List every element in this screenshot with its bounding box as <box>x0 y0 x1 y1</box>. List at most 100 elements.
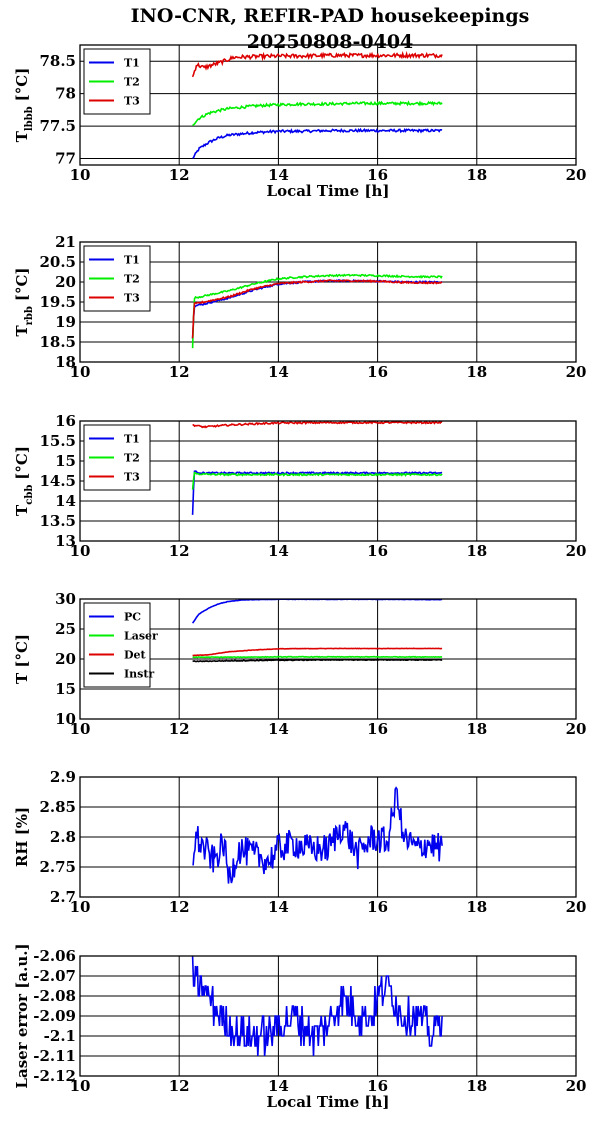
x-tick-label: 14 <box>268 542 289 560</box>
y-tick-label: 78.5 <box>39 52 76 70</box>
y-tick-label: 15 <box>55 680 76 698</box>
legend-label: PC <box>124 611 141 624</box>
y-axis-label-main: T <box>13 130 31 142</box>
legend-label: T3 <box>124 471 140 484</box>
y-axis-label-subscript: cbb <box>24 485 35 505</box>
x-tick-label: 10 <box>70 898 91 916</box>
y-tick-label: 15.5 <box>39 432 76 450</box>
plot-frame <box>79 241 577 363</box>
y-tick-label: 30 <box>55 590 76 608</box>
x-tick-label: 16 <box>367 898 388 916</box>
x-tick-label: 12 <box>169 363 190 381</box>
x-tick-label: 16 <box>367 363 388 381</box>
y-tick-label: 13.5 <box>39 512 76 530</box>
y-axis-label-main: RH [%] <box>13 807 31 867</box>
series-line-instr <box>192 658 443 663</box>
x-tick-label: 18 <box>466 542 487 560</box>
y-tick-label: -2.07 <box>33 967 76 985</box>
y-tick-label: 20 <box>55 273 76 291</box>
y-tick-label: 2.8 <box>50 828 76 846</box>
x-tick-label: 20 <box>566 720 587 738</box>
y-tick-label: 2.75 <box>39 858 76 876</box>
y-axis-label-main: T [°C] <box>13 634 31 684</box>
series-line-t3 <box>191 278 443 339</box>
x-tick-label: 12 <box>169 1077 190 1095</box>
x-tick-label: 14 <box>268 720 289 738</box>
legend-label: T1 <box>124 254 140 267</box>
y-tick-label: -2.11 <box>33 1047 76 1065</box>
y-tick-label: 77.5 <box>39 117 76 135</box>
legend: T1 T2 T3 <box>83 48 151 115</box>
chart-panel-4: 10 12 14 16 18 20 10 15 20 25 30 T [°C] PC Laser Det In… <box>13 590 586 738</box>
plot-frame <box>79 955 577 1077</box>
chart-panel-3: 10 12 14 16 18 20 13 13.5 14 14.5 15 15.5 16 Tcbb [°C]… <box>13 412 586 560</box>
y-axis-label-unit: [°C] <box>13 446 31 480</box>
y-tick-label: 20 <box>55 650 76 668</box>
y-axis-label: Tcbb [°C] <box>13 446 35 516</box>
chart-panel-2: 10 12 14 16 18 20 18 18.5 19 19.5 20 20.5 21 Trbb [°C]… <box>13 233 586 381</box>
x-tick-label: 12 <box>169 720 190 738</box>
x-tick-label: 18 <box>466 166 487 184</box>
legend: T1 T2 T3 <box>83 245 151 312</box>
x-tick-label: 16 <box>367 720 388 738</box>
x-axis-label: Local Time [h] <box>267 1093 390 1111</box>
legend-label: T2 <box>124 452 140 465</box>
x-tick-label: 10 <box>70 1077 91 1095</box>
y-tick-label: -2.08 <box>33 987 76 1005</box>
chart-panel-5: 10 12 14 16 18 20 2.7 2.75 2.8 2.85 2.9 RH [%] <box>13 768 586 916</box>
y-tick-label: 10 <box>55 710 76 728</box>
legend-label: Det <box>124 649 147 662</box>
x-tick-label: 14 <box>268 898 289 916</box>
y-axis-label-subscript: lbbb <box>24 106 35 131</box>
legend-label: T1 <box>124 433 140 446</box>
y-tick-label: 2.9 <box>50 768 76 786</box>
y-axis-label: Trbb [°C] <box>13 267 35 336</box>
y-tick-label: 16 <box>55 412 76 430</box>
series-line-t3 <box>192 421 443 429</box>
series-line-pc <box>191 599 443 624</box>
y-tick-label: 13 <box>55 532 76 550</box>
x-tick-label: 18 <box>466 1077 487 1095</box>
plot-frame <box>79 598 577 720</box>
x-tick-label: 12 <box>169 898 190 916</box>
chart-panel-6: 10 12 14 16 18 20 -2.12 -2.11 -2.1 -2.09 -2.08 -2.0… <box>13 943 586 1111</box>
y-tick-label: 77 <box>55 150 76 168</box>
legend-label: T3 <box>124 292 140 305</box>
y-tick-label: 78 <box>55 85 76 103</box>
legend: PC Laser Det Instr <box>83 602 158 688</box>
series-line-det <box>192 647 443 657</box>
y-axis-label-unit: [°C] <box>13 68 31 102</box>
y-axis-label-main: Laser error [a.u.] <box>13 943 31 1088</box>
legend-label: Instr <box>124 668 154 681</box>
x-tick-label: 20 <box>566 363 587 381</box>
plot-frame <box>79 420 577 542</box>
y-tick-label: -2.06 <box>33 947 76 965</box>
y-tick-label: 25 <box>55 620 76 638</box>
y-tick-label: 14.5 <box>39 472 76 490</box>
figure-title: INO-CNR, REFIR-PAD housekeepings <box>131 5 530 27</box>
y-tick-label: -2.12 <box>33 1067 76 1085</box>
x-tick-label: 12 <box>169 542 190 560</box>
y-axis-label: RH [%] <box>13 807 31 867</box>
series-line-laser <box>192 655 443 659</box>
figure-subtitle: 20250808-0404 <box>247 31 414 53</box>
y-tick-label: 21 <box>55 233 76 251</box>
series-line-t2 <box>191 273 443 349</box>
x-tick-label: 14 <box>268 166 289 184</box>
x-tick-label: 16 <box>367 542 388 560</box>
x-tick-label: 16 <box>367 1077 388 1095</box>
y-tick-label: -2.09 <box>33 1007 76 1025</box>
series-line-series <box>192 786 443 884</box>
y-axis-label-unit: [°C] <box>13 267 31 301</box>
y-axis-label: Tlbbb [°C] <box>13 68 35 143</box>
y-tick-label: 20.5 <box>39 253 76 271</box>
legend: T1 T2 T3 <box>83 424 151 491</box>
y-tick-label: 2.85 <box>39 798 76 816</box>
y-tick-label: 14 <box>55 492 76 510</box>
series-line-t1 <box>191 278 443 339</box>
legend-label: T3 <box>124 95 140 108</box>
plot-frame <box>79 44 577 166</box>
y-axis-label: Laser error [a.u.] <box>13 943 31 1088</box>
x-tick-label: 14 <box>268 1077 289 1095</box>
